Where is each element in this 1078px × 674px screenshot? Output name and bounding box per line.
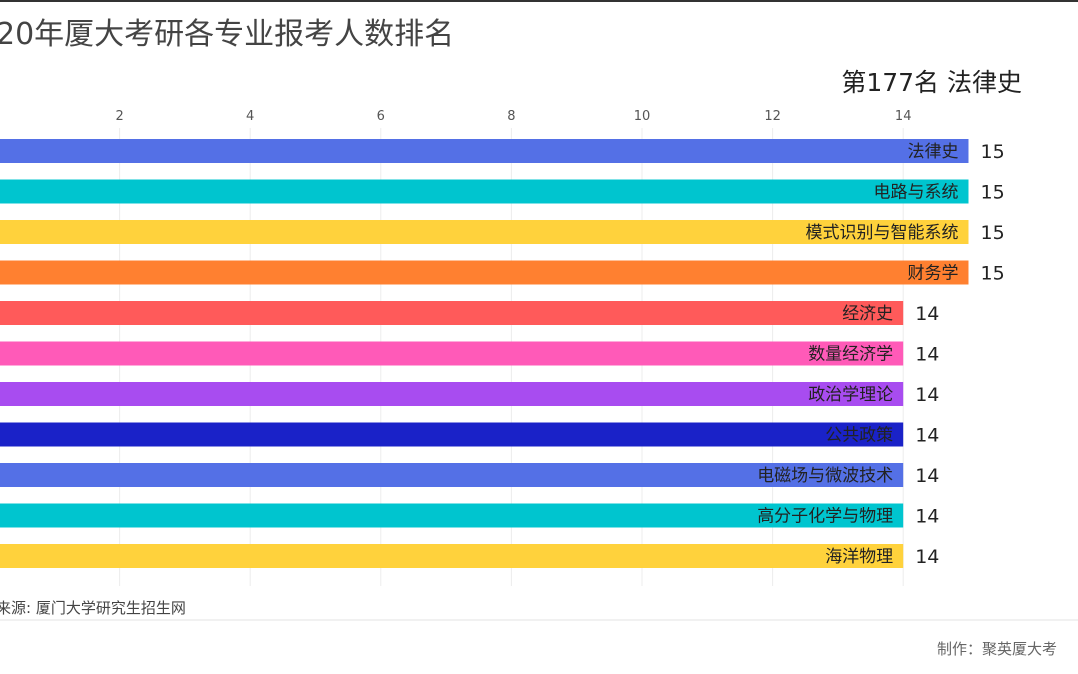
bar-value-label: 14 <box>915 303 939 325</box>
x-tick-label: 4 <box>246 109 254 124</box>
bar-value-label: 15 <box>981 222 1005 244</box>
bar-value-label: 15 <box>981 141 1005 163</box>
bar-category-label: 高分子化学与物理 <box>757 507 893 527</box>
bar-category-label: 经济史 <box>842 304 893 324</box>
bar-category-label: 数量经济学 <box>808 345 893 365</box>
bar <box>0 463 904 487</box>
bar-value-label: 14 <box>915 546 939 568</box>
bar <box>0 503 904 528</box>
bars: 法律史 15 电路与系统 15 模式识别与智能系统 15 财务学 15 经济史 14 数量经济学 14… <box>0 139 1005 568</box>
bar-category-label: 海洋物理 <box>825 547 893 567</box>
bar-category-label: 政治学理论 <box>808 385 893 405</box>
bar-category-label: 电磁场与微波技术 <box>757 466 893 486</box>
bar-category-label: 模式识别与智能系统 <box>806 223 959 243</box>
bar <box>0 422 904 447</box>
bar-category-label: 电路与系统 <box>874 183 959 203</box>
chart-title: 20年厦大考研各专业报考人数排名 <box>0 17 454 52</box>
bar <box>0 301 904 325</box>
bar <box>0 179 969 204</box>
x-axis-ticks: 2 4 6 8 10 12 14 <box>115 109 911 124</box>
bar-category-label: 法律史 <box>908 142 959 162</box>
x-tick-label: 12 <box>764 109 781 124</box>
x-tick-label: 2 <box>115 109 123 124</box>
bar-value-label: 15 <box>981 263 1005 285</box>
credit-note: 制作：聚英厦大考 <box>937 640 1057 658</box>
bar <box>0 260 969 285</box>
x-tick-label: 6 <box>377 109 385 124</box>
bar-value-label: 14 <box>915 506 939 528</box>
bar-value-label: 14 <box>915 344 939 366</box>
bar-value-label: 14 <box>915 384 939 406</box>
bar <box>0 341 904 366</box>
x-tick-label: 10 <box>634 109 651 124</box>
source-note: 来源: 厦门大学研究生招生网 <box>0 599 186 617</box>
x-tick-label: 14 <box>895 109 912 124</box>
bar-category-label: 公共政策 <box>825 426 893 446</box>
bar <box>0 544 904 568</box>
bar <box>0 139 969 163</box>
bar <box>0 220 969 244</box>
bar-value-label: 15 <box>981 182 1005 204</box>
x-tick-label: 8 <box>507 109 515 124</box>
bar-value-label: 14 <box>915 465 939 487</box>
rank-label: 第177名 法律史 <box>841 68 1022 97</box>
bar <box>0 382 904 406</box>
bar-value-label: 14 <box>915 425 939 447</box>
bar-category-label: 财务学 <box>908 264 959 284</box>
